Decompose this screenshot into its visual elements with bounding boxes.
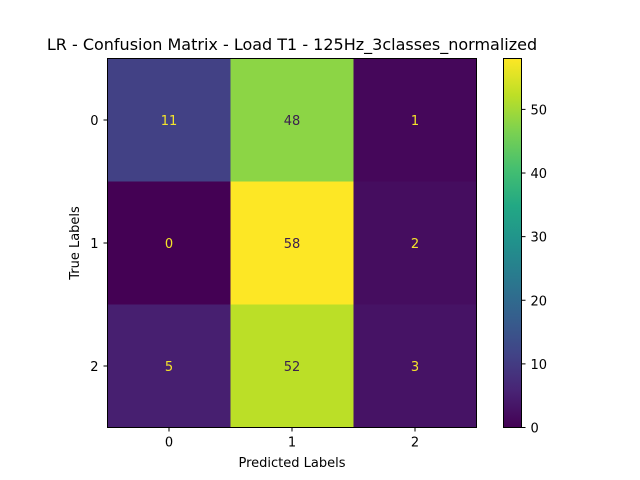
cell-value-label: 1 <box>411 114 419 129</box>
x-tick-label: 2 <box>411 436 419 451</box>
cell-value-label: 58 <box>284 237 301 252</box>
colorbar-tick-label: 40 <box>531 167 548 182</box>
y-tick-label: 1 <box>90 237 98 252</box>
heatmap-cell <box>353 58 477 182</box>
cell-value-label: 0 <box>165 237 173 252</box>
y-tick-label: 2 <box>90 360 98 375</box>
cell-value-label: 11 <box>161 114 178 129</box>
colorbar <box>503 58 522 428</box>
chart-title: LR - Confusion Matrix - Load T1 - 125Hz_… <box>47 35 537 55</box>
x-tick-label: 1 <box>288 436 296 451</box>
y-axis-ticks: 0 1 2 <box>90 114 108 375</box>
heatmap-cell-labels: 11 48 1 0 58 2 5 52 3 <box>161 114 419 375</box>
heatmap-cell <box>107 304 231 428</box>
cell-value-label: 5 <box>165 360 173 375</box>
heatmap-cell <box>230 181 354 305</box>
x-axis-label: Predicted Labels <box>238 456 345 471</box>
heatmap-cell <box>230 58 354 182</box>
cell-value-label: 3 <box>411 360 419 375</box>
colorbar-tick-label: 20 <box>531 294 548 309</box>
heatmap-cell <box>230 304 354 428</box>
cell-value-label: 52 <box>284 360 301 375</box>
x-axis-ticks: 0 1 2 <box>165 427 419 451</box>
colorbar-tick-label: 10 <box>531 358 548 373</box>
heatmap-cell <box>107 181 231 305</box>
colorbar-tick-label: 30 <box>531 231 548 246</box>
heatmap-cell <box>353 181 477 305</box>
cell-value-label: 48 <box>284 114 301 129</box>
heatmap-cell <box>107 58 231 182</box>
y-axis-label: True Labels <box>68 206 83 281</box>
y-tick-label: 0 <box>90 114 98 129</box>
heatmap-cells <box>107 58 477 428</box>
x-tick-label: 0 <box>165 436 173 451</box>
colorbar-tick-label: 50 <box>531 103 548 118</box>
heatmap-cell <box>353 304 477 428</box>
colorbar-tick-label: 0 <box>531 422 539 437</box>
colorbar-ticks: 0 10 20 30 40 50 <box>521 103 548 437</box>
cell-value-label: 2 <box>411 237 419 252</box>
